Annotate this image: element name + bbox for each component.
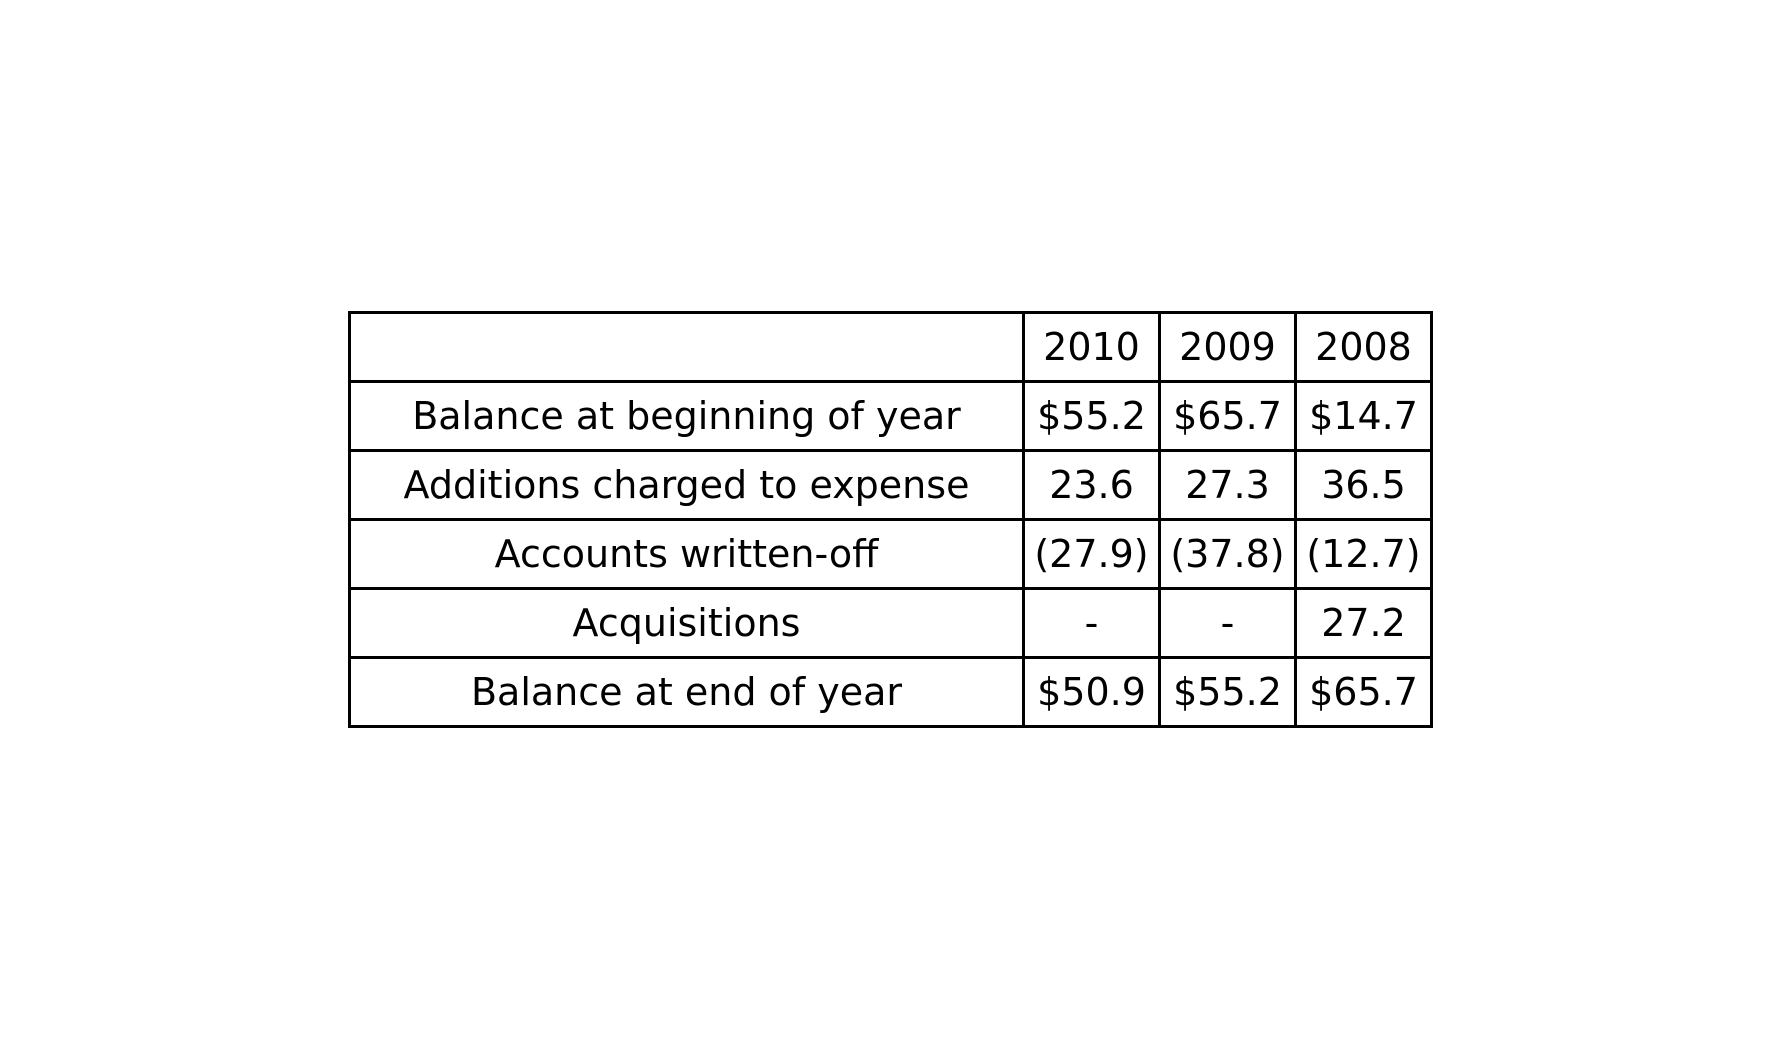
table-cell: (27.9) [1022, 518, 1161, 590]
table-cell: $55.2 [1158, 656, 1297, 728]
table-cell: - [1158, 587, 1297, 659]
row-label: Accounts written-off [348, 518, 1025, 590]
row-label: Balance at beginning of year [348, 380, 1025, 452]
table-row: Accounts written-off (27.9) (37.8) (12.7… [348, 518, 1433, 590]
allowance-table: 2010 2009 2008 Balance at beginning of y… [348, 311, 1433, 728]
header-cell-2008: 2008 [1294, 311, 1433, 383]
table-cell: (12.7) [1294, 518, 1433, 590]
table-row: Balance at beginning of year $55.2 $65.7… [348, 380, 1433, 452]
table-cell: $65.7 [1158, 380, 1297, 452]
table-cell: 27.2 [1294, 587, 1433, 659]
row-label: Acquisitions [348, 587, 1025, 659]
header-cell-label [348, 311, 1025, 383]
table-row: Balance at end of year $50.9 $55.2 $65.7 [348, 656, 1433, 728]
table-cell: 27.3 [1158, 449, 1297, 521]
table-cell: (37.8) [1158, 518, 1297, 590]
header-cell-2010: 2010 [1022, 311, 1161, 383]
row-label: Balance at end of year [348, 656, 1025, 728]
table-container: 2010 2009 2008 Balance at beginning of y… [348, 311, 1433, 728]
table-cell: $65.7 [1294, 656, 1433, 728]
table-cell: 36.5 [1294, 449, 1433, 521]
row-label: Additions charged to expense [348, 449, 1025, 521]
table-cell: $55.2 [1022, 380, 1161, 452]
table-row: Acquisitions - - 27.2 [348, 587, 1433, 659]
table-cell: $50.9 [1022, 656, 1161, 728]
table-cell: - [1022, 587, 1161, 659]
table-row: Additions charged to expense 23.6 27.3 3… [348, 449, 1433, 521]
table-cell: 23.6 [1022, 449, 1161, 521]
header-cell-2009: 2009 [1158, 311, 1297, 383]
table-cell: $14.7 [1294, 380, 1433, 452]
table-header-row: 2010 2009 2008 [348, 311, 1433, 383]
